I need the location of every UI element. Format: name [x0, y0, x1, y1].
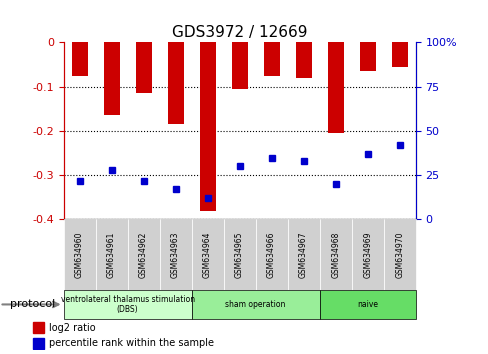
FancyBboxPatch shape — [95, 219, 127, 290]
Bar — [391, 42, 407, 67]
FancyBboxPatch shape — [191, 219, 223, 290]
Bar — [327, 42, 343, 133]
Text: GSM634965: GSM634965 — [235, 232, 244, 278]
FancyBboxPatch shape — [255, 219, 287, 290]
Bar — [103, 42, 120, 115]
FancyBboxPatch shape — [63, 219, 95, 290]
Text: GSM634966: GSM634966 — [266, 232, 276, 278]
Bar — [295, 42, 311, 78]
FancyBboxPatch shape — [351, 219, 383, 290]
Text: GSM634962: GSM634962 — [139, 232, 148, 278]
Bar — [33, 338, 44, 349]
Text: ventrolateral thalamus stimulation
(DBS): ventrolateral thalamus stimulation (DBS) — [61, 295, 194, 314]
FancyBboxPatch shape — [319, 290, 415, 319]
Text: GSM634967: GSM634967 — [299, 232, 307, 278]
Bar — [167, 42, 183, 124]
Text: GSM634968: GSM634968 — [330, 232, 340, 278]
Text: GSM634970: GSM634970 — [394, 232, 403, 278]
FancyBboxPatch shape — [287, 219, 319, 290]
Text: GSM634961: GSM634961 — [107, 232, 116, 278]
Bar — [231, 42, 247, 89]
FancyBboxPatch shape — [159, 219, 191, 290]
Bar — [71, 42, 87, 76]
Bar — [263, 42, 279, 76]
FancyBboxPatch shape — [191, 290, 319, 319]
Text: protocol: protocol — [10, 299, 55, 309]
FancyBboxPatch shape — [319, 219, 351, 290]
FancyBboxPatch shape — [223, 219, 255, 290]
Text: GSM634969: GSM634969 — [363, 232, 371, 278]
Bar — [135, 42, 151, 93]
Bar — [199, 42, 215, 211]
Text: sham operation: sham operation — [225, 300, 285, 309]
Text: log2 ratio: log2 ratio — [49, 322, 95, 332]
Title: GDS3972 / 12669: GDS3972 / 12669 — [171, 25, 307, 40]
Text: GSM634963: GSM634963 — [171, 232, 180, 278]
FancyBboxPatch shape — [127, 219, 159, 290]
Bar — [359, 42, 375, 71]
Text: GSM634964: GSM634964 — [203, 232, 212, 278]
Text: naive: naive — [356, 300, 377, 309]
FancyBboxPatch shape — [383, 219, 415, 290]
Bar — [33, 322, 44, 333]
Text: GSM634960: GSM634960 — [75, 232, 84, 278]
FancyBboxPatch shape — [63, 290, 191, 319]
Text: percentile rank within the sample: percentile rank within the sample — [49, 338, 213, 348]
